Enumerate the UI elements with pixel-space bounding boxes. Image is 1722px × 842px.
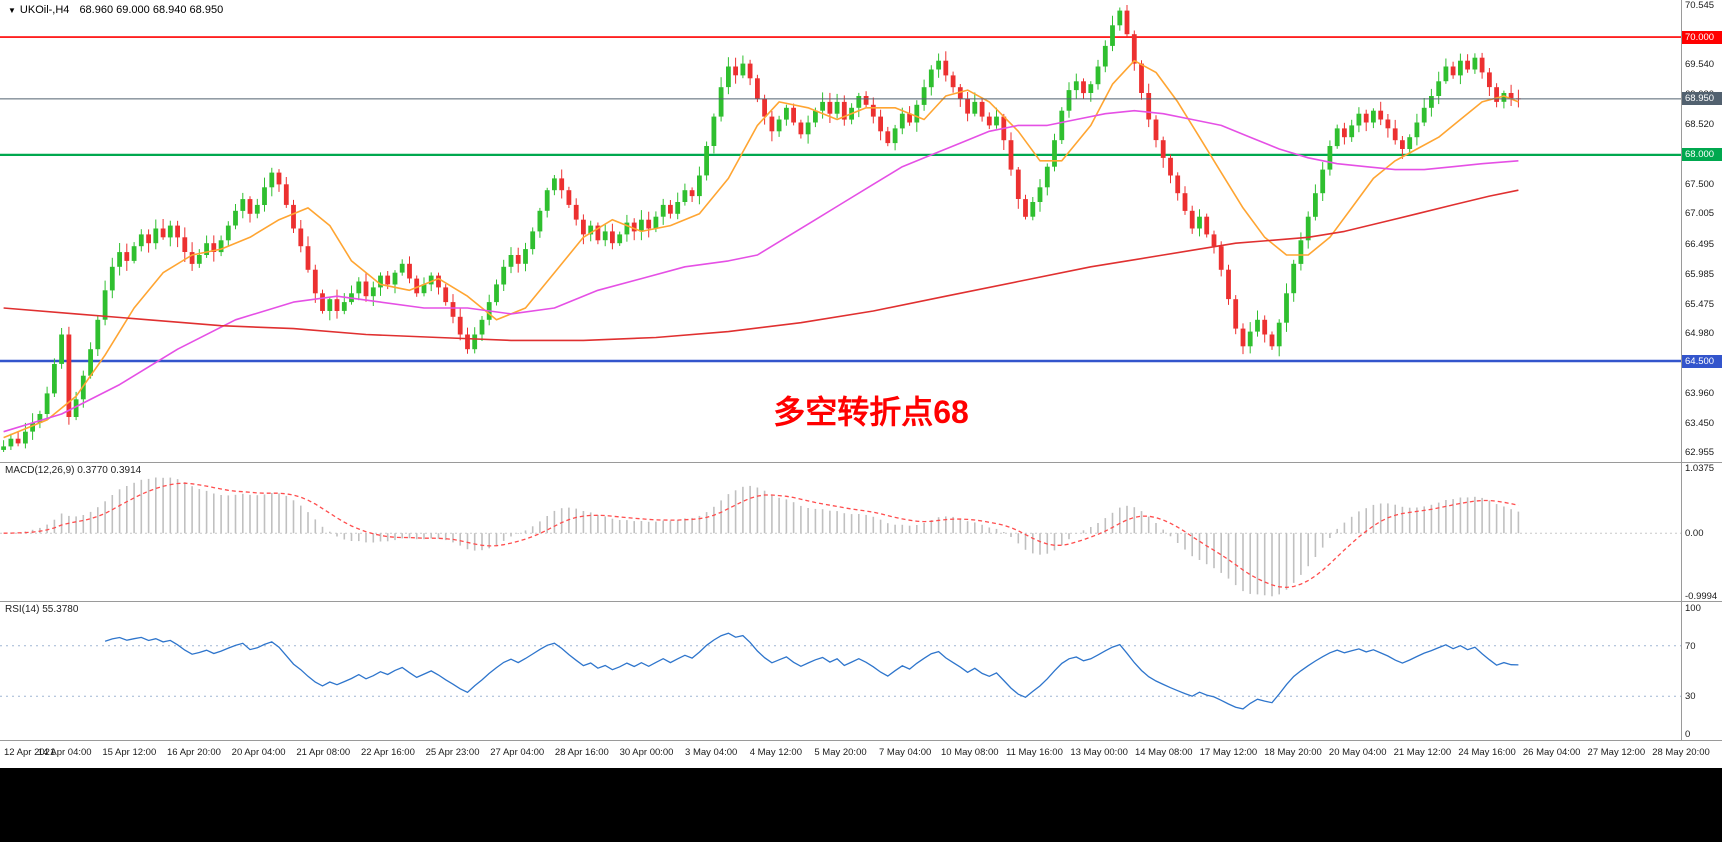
rsi-axis-label: 70 [1685,640,1696,652]
time-axis-label: 4 May 12:00 [749,747,802,758]
hline-price-tag: 64.500 [1682,354,1722,368]
price-axis-label: 65.475 [1685,298,1715,310]
price-axis-label: 66.495 [1685,238,1715,250]
chart-title: ▼ UKOil-,H4 68.960 69.000 68.940 68.950 [8,4,223,16]
time-axis-label: 30 Apr 00:00 [619,747,674,758]
bottom-black-bar [0,768,1722,842]
time-axis-label: 20 May 04:00 [1328,747,1387,758]
main-chart-pane[interactable]: 多空转折点68 ▼ UKOil-,H4 68.960 69.000 68.940 6… [0,0,1681,462]
time-axis-label: 12 Apr 2021 [4,747,56,758]
rsi-pane[interactable]: RSI(14) 55.3780 [0,601,1681,741]
current-price-tag: 68.950 [1682,92,1722,106]
time-axis-label: 14 May 08:00 [1134,747,1193,758]
chart-menu-arrow-icon[interactable]: ▼ [8,6,16,15]
time-axis-label: 25 Apr 23:00 [425,747,480,758]
macd-axis-label: 0.00 [1685,528,1704,540]
pane-separator[interactable] [0,462,1722,463]
price-axis-label: 65.985 [1685,268,1715,280]
time-axis-label: 27 May 12:00 [1587,747,1646,758]
time-axis-label: 3 May 04:00 [685,747,738,758]
rsi-axis-label: 100 [1685,603,1701,614]
price-axis-label: 70.545 [1685,0,1715,11]
time-axis-label: 16 Apr 20:00 [167,747,221,758]
macd-axis-label: -0.9994 [1685,591,1718,602]
price-axis-label: 62.955 [1685,447,1715,458]
time-axis-label: 15 Apr 12:00 [102,747,157,758]
ma-fast-orange [3,59,1519,439]
chart-ohlc-values: 68.960 69.000 68.940 68.950 [79,4,224,16]
rsi-line [104,632,1519,710]
price-axis-label: 67.500 [1685,179,1715,191]
time-axis-label: 22 Apr 16:00 [360,747,415,758]
price-axis-label: 63.450 [1685,417,1715,429]
time-axis-label: 14 Apr 04:00 [37,747,92,758]
macd-axis-label: 1.0375 [1685,463,1715,474]
price-axis[interactable]: 70.54569.54069.03068.52067.50067.00566.4… [1681,0,1722,741]
price-axis-label: 68.520 [1685,119,1715,131]
hline-price-tag: 68.000 [1682,148,1722,162]
time-axis-label: 26 May 04:00 [1522,747,1581,758]
candles [1,5,1521,452]
time-axis-label: 20 Apr 04:00 [231,747,286,758]
time-axis-label: 7 May 04:00 [878,747,932,758]
macd-pane[interactable]: MACD(12,26,9) 0.3770 0.3914 [0,462,1681,601]
price-axis-label: 64.980 [1685,327,1715,339]
price-axis-label: 69.540 [1685,59,1715,71]
time-axis-label: 24 May 16:00 [1458,747,1516,758]
time-axis-label: 28 May 20:00 [1652,747,1710,758]
pane-separator[interactable] [0,740,1722,741]
price-axis-label: 63.960 [1685,387,1715,399]
time-axis-label: 28 Apr 16:00 [554,747,609,758]
rsi-indicator-label: RSI(14) 55.3780 [5,604,79,615]
rsi-axis-label: 0 [1685,729,1691,740]
pane-separator[interactable] [0,601,1722,602]
time-axis-label: 13 May 00:00 [1070,747,1128,758]
macd-signal-line [3,482,1519,589]
rsi-axis-label: 30 [1685,691,1696,703]
time-axis-label: 21 May 12:00 [1393,747,1452,758]
price-axis-label: 67.005 [1685,208,1715,220]
macd-histogram [10,477,1520,597]
time-axis-label: 10 May 08:00 [941,747,999,758]
macd-indicator-label: MACD(12,26,9) 0.3770 0.3914 [5,465,142,476]
time-axis-label: 18 May 20:00 [1264,747,1322,758]
hline-price-tag: 70.000 [1682,30,1722,44]
time-axis-label: 5 May 20:00 [814,747,867,758]
ma-slow-red [3,189,1519,342]
ma-mid-magenta [3,109,1519,433]
time-axis-label: 11 May 16:00 [1006,747,1063,758]
chart-annotation-text: 多空转折点68 [773,394,969,430]
time-axis-label: 21 Apr 08:00 [296,747,351,758]
time-axis-label: 17 May 12:00 [1199,747,1258,758]
time-axis-label: 27 Apr 04:00 [490,747,545,758]
time-axis[interactable]: 12 Apr 2021 14 Apr 04:00 15 Apr 12:00 16 Ap… [0,741,1722,768]
chart-symbol-label: UKOil-,H4 [19,4,70,16]
